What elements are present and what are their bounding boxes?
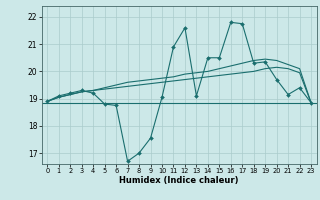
- X-axis label: Humidex (Indice chaleur): Humidex (Indice chaleur): [119, 176, 239, 185]
